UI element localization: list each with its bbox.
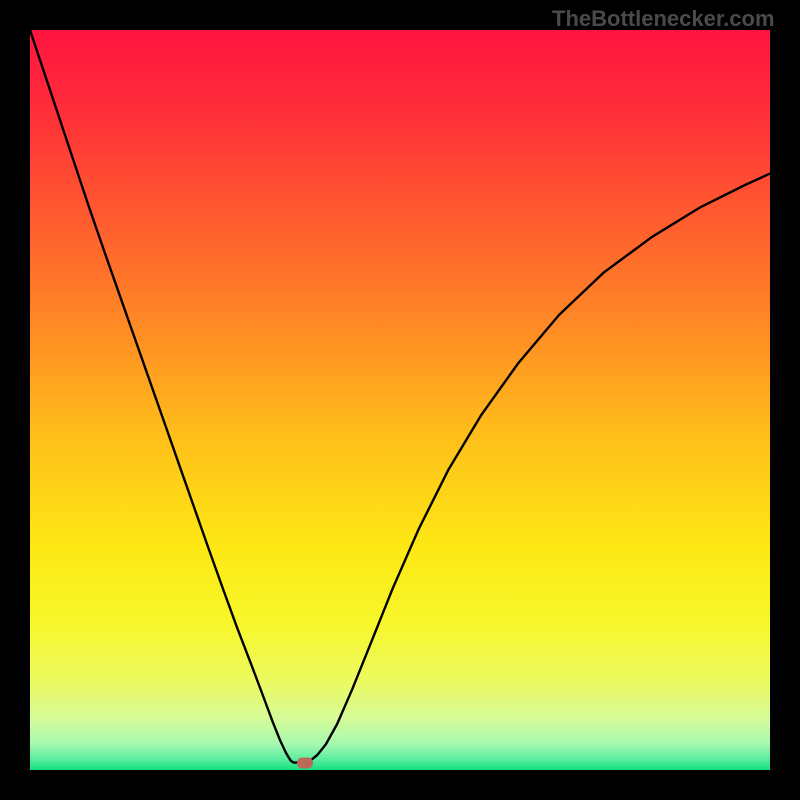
gradient-background [30,30,770,770]
optimum-marker [297,757,313,768]
watermark-text: TheBottlenecker.com [552,6,775,32]
bottleneck-curve [30,30,770,770]
plot-area [30,30,770,770]
